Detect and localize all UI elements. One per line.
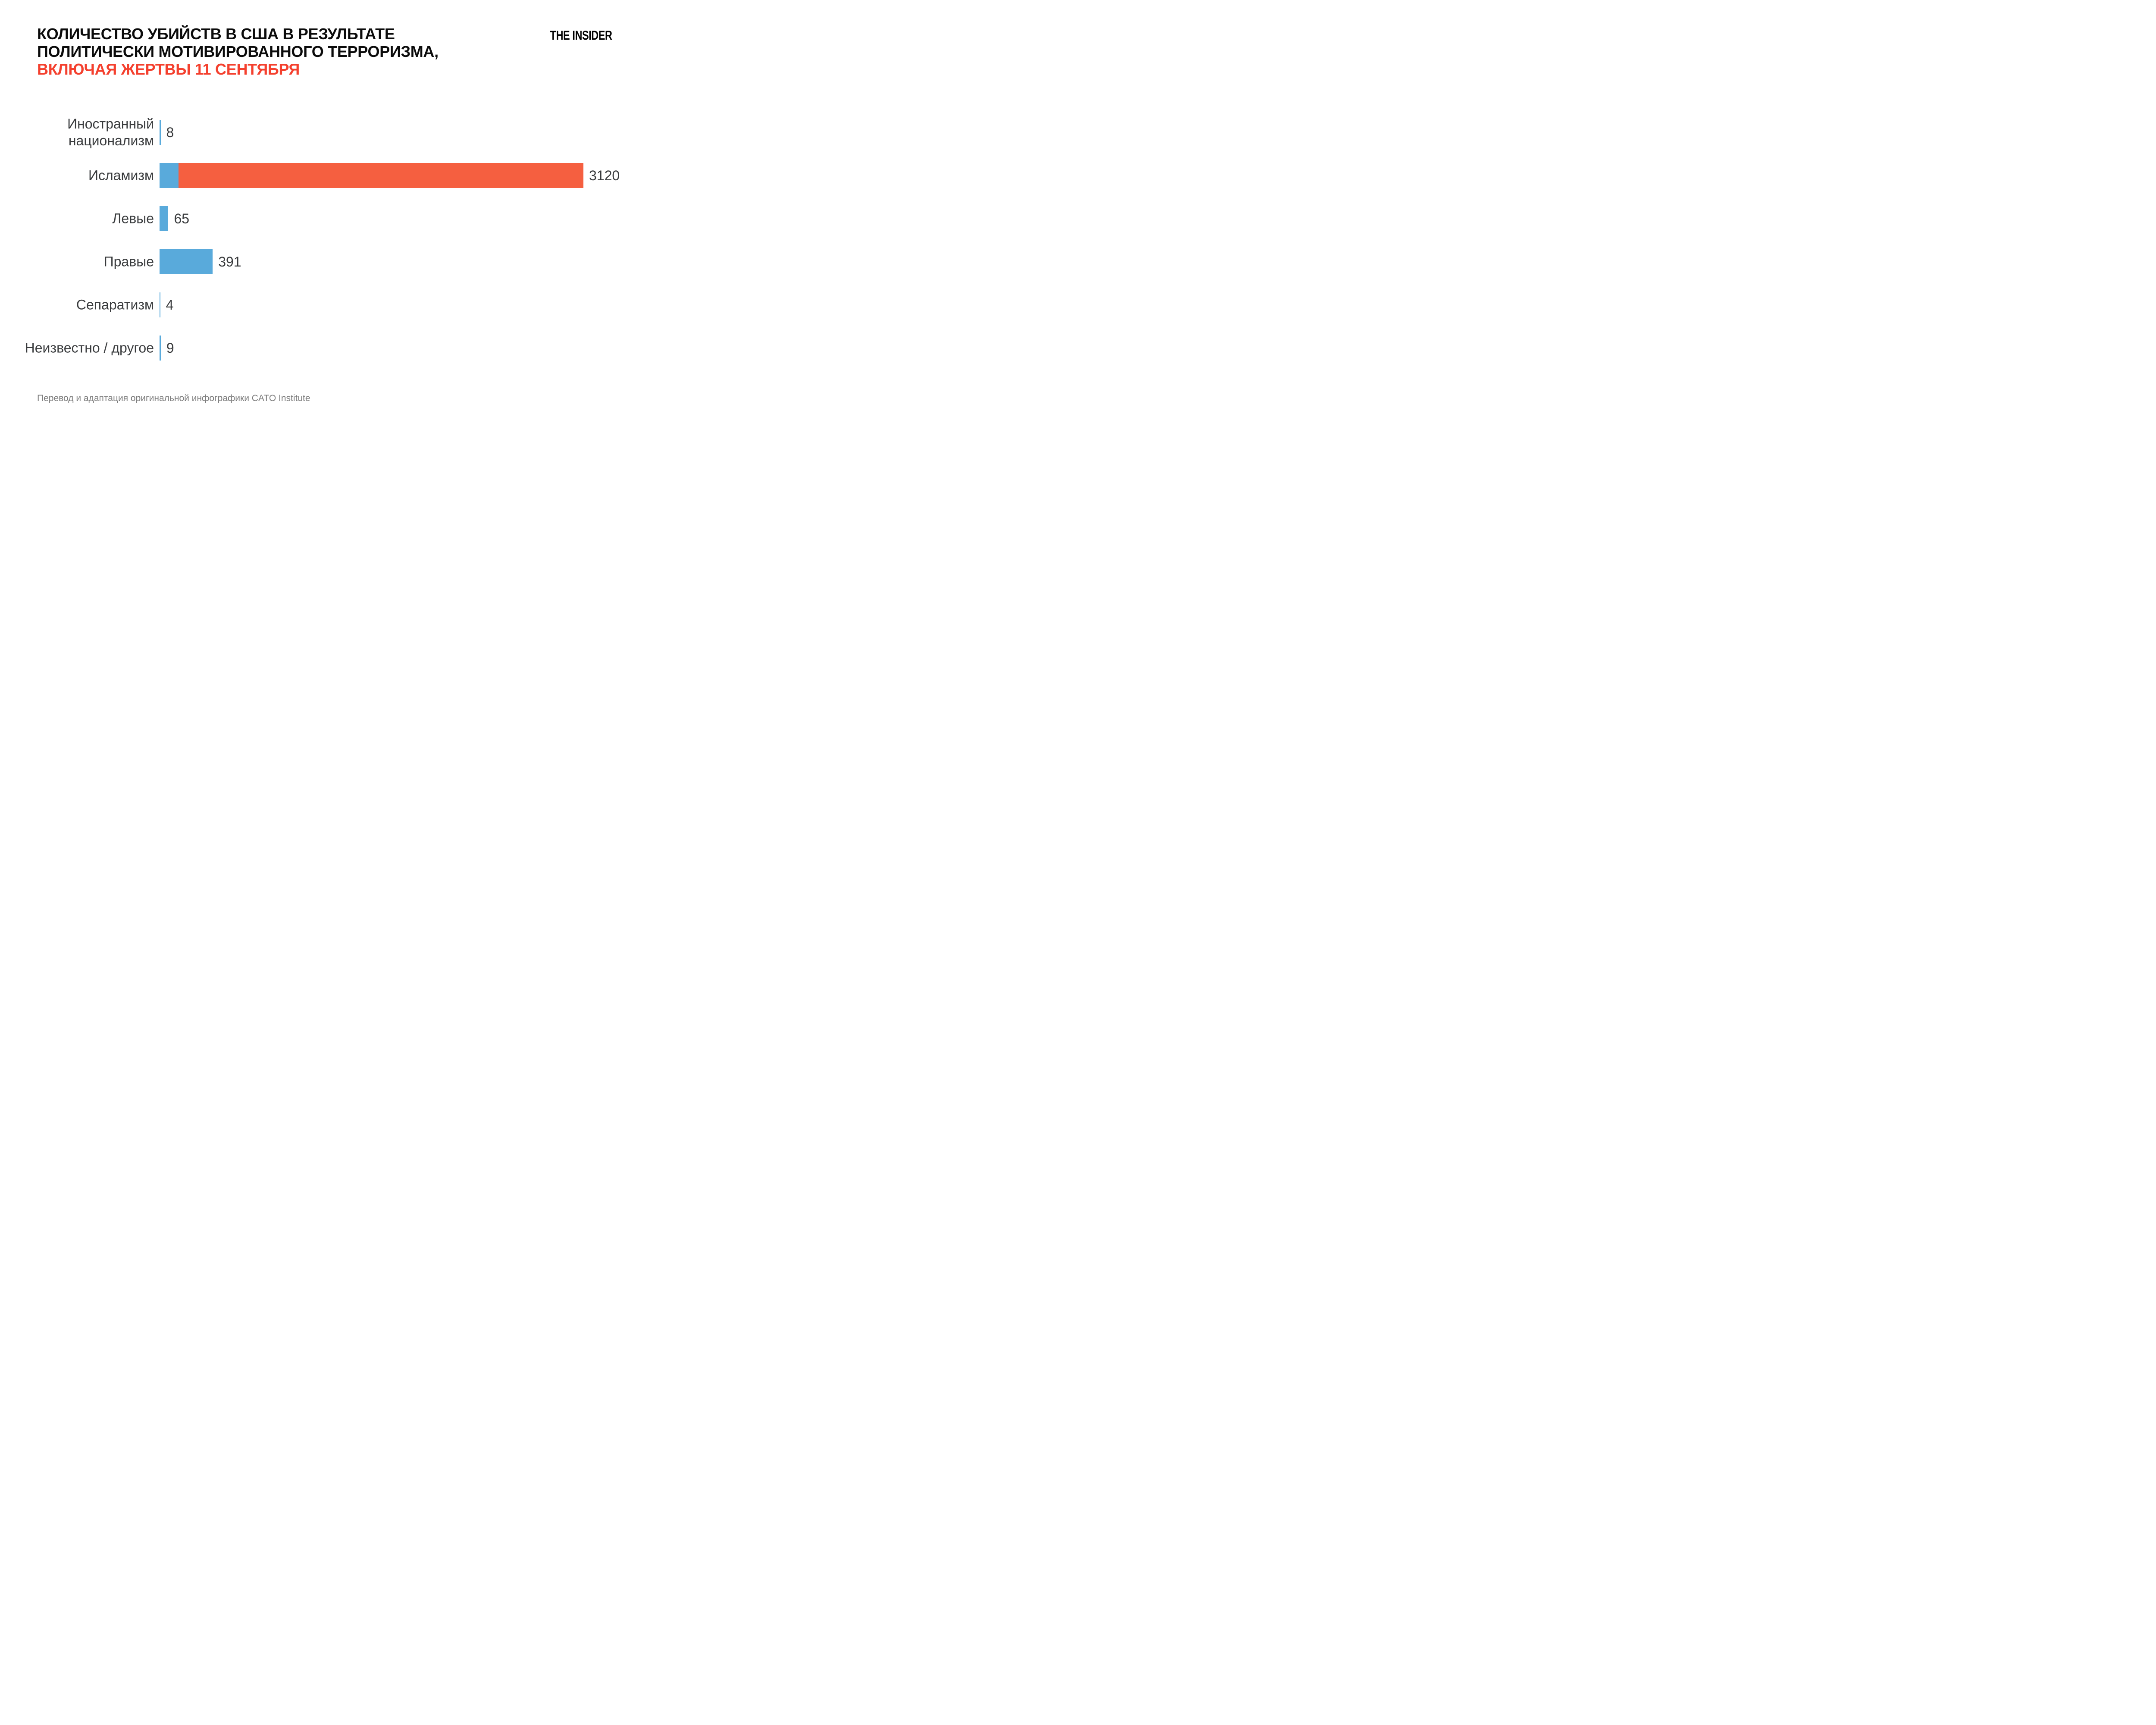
bar	[160, 249, 213, 274]
category-label-line: Левые	[112, 210, 154, 226]
category-label: Иностранный национализм	[0, 116, 154, 149]
bar-group: 9	[160, 336, 174, 361]
category-label-line: Исламизм	[88, 167, 154, 183]
source-note: Перевод и адаптация оригинальной инфогра…	[37, 393, 310, 403]
chart-row-right-wing: Правые 391	[0, 240, 647, 283]
value-label: 391	[218, 254, 241, 270]
value-label: 4	[166, 297, 174, 313]
bar-segment-blue	[160, 163, 179, 188]
bar-group: 3120	[160, 163, 620, 188]
category-label-line: Неизвестно / другое	[25, 340, 154, 356]
bar	[160, 120, 161, 145]
category-label: Неизвестно / другое	[0, 340, 154, 357]
title-line-1: КОЛИЧЕСТВО УБИЙСТВ В США В РЕЗУЛЬТАТЕ	[37, 25, 395, 43]
bar-group: 391	[160, 249, 241, 274]
bar-segment-blue	[160, 206, 169, 231]
bar-segment-blue	[160, 336, 161, 361]
category-label: Правые	[0, 254, 154, 270]
category-label-line: Сепаратизм	[76, 297, 154, 313]
value-label: 9	[166, 340, 174, 356]
page-title: КОЛИЧЕСТВО УБИЙСТВ В США В РЕЗУЛЬТАТЕ ПО…	[37, 25, 439, 78]
chart-row-separatism: Сепаратизм 4	[0, 283, 647, 326]
bar-segment-blue	[160, 249, 213, 274]
value-label: 8	[166, 124, 174, 140]
bar-stacked	[160, 163, 583, 188]
chart-row-left-wing: Левые 65	[0, 197, 647, 240]
bar-segment-red-9-11	[179, 163, 583, 188]
bar	[160, 336, 161, 361]
category-label: Сепаратизм	[0, 297, 154, 314]
value-label: 3120	[589, 167, 620, 183]
the-insider-logo: THE INSIDER	[550, 28, 612, 43]
chart-row-islamism: Исламизм 3120	[0, 154, 647, 197]
category-label: Исламизм	[0, 167, 154, 184]
bar-group: 8	[160, 120, 174, 145]
bar-group: 4	[160, 292, 173, 317]
category-label-line: Иностранный	[67, 116, 154, 132]
category-label-line: национализм	[68, 133, 154, 148]
bar-segment-blue	[160, 120, 161, 145]
category-label-line: Правые	[103, 254, 154, 270]
title-line-2: ПОЛИТИЧЕСКИ МОТИВИРОВАННОГО ТЕРРОРИЗМА,	[37, 43, 439, 60]
value-label: 65	[174, 210, 190, 226]
category-label: Левые	[0, 210, 154, 227]
bar-chart: Иностранный национализм 8 Исламизм 3120	[0, 111, 647, 370]
bar-group: 65	[160, 206, 189, 231]
infographic-canvas: КОЛИЧЕСТВО УБИЙСТВ В США В РЕЗУЛЬТАТЕ ПО…	[0, 0, 647, 431]
bar	[160, 206, 169, 231]
title-line-3-red: ВКЛЮЧАЯ ЖЕРТВЫ 11 СЕНТЯБРЯ	[37, 60, 300, 78]
chart-row-foreign-nationalism: Иностранный национализм 8	[0, 111, 647, 154]
chart-row-unknown-other: Неизвестно / другое 9	[0, 326, 647, 370]
